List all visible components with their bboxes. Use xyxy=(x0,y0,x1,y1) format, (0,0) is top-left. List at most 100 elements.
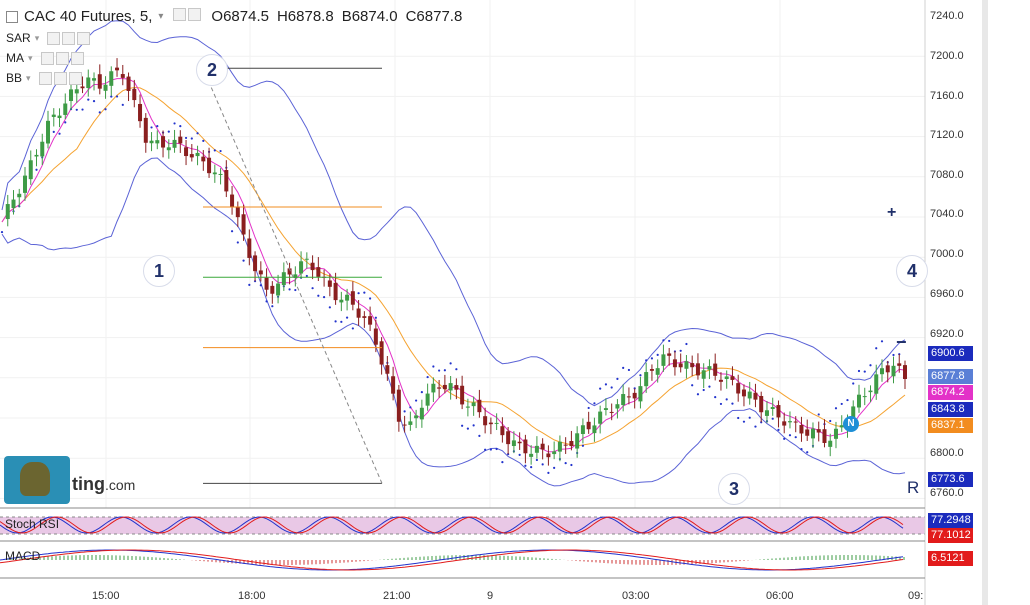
close-icon[interactable] xyxy=(77,31,91,45)
candlesticks xyxy=(5,58,907,466)
sar-dot xyxy=(271,305,274,308)
indicator-sar[interactable]: SAR ▾ xyxy=(6,31,92,45)
sar-dot xyxy=(668,339,671,343)
sar-dot xyxy=(64,121,67,124)
chevron-down-icon[interactable]: ▾ xyxy=(28,52,33,63)
candle-body xyxy=(885,365,890,373)
candle-body xyxy=(356,308,361,318)
price-tag-sar: 6843.8 xyxy=(928,402,973,417)
wave-label-4[interactable]: 4 xyxy=(896,255,928,287)
sar-dot xyxy=(547,471,550,474)
sar-dot xyxy=(357,292,360,295)
wave-label-1[interactable]: 1 xyxy=(143,255,175,287)
candle-body xyxy=(580,425,585,435)
fib-trend-line xyxy=(202,68,383,484)
visibility-icon[interactable] xyxy=(173,8,187,21)
candle-body xyxy=(724,376,729,380)
sar-dot xyxy=(484,448,487,451)
candle-body xyxy=(552,451,557,455)
sar-dot xyxy=(587,406,590,410)
candle-body xyxy=(264,277,269,290)
settings-icon[interactable] xyxy=(55,51,69,65)
sar-dot xyxy=(731,402,734,405)
chevron-down-icon[interactable]: ▾ xyxy=(34,32,40,43)
candle-body xyxy=(517,441,522,444)
candle-body xyxy=(690,363,695,368)
visibility-icon[interactable] xyxy=(40,51,54,65)
visibility-icon[interactable] xyxy=(47,31,61,45)
candle-body xyxy=(454,385,459,390)
sar-dot xyxy=(167,130,170,133)
candle-body xyxy=(730,376,735,380)
sar-dot xyxy=(104,108,107,111)
collapse-icon[interactable] xyxy=(6,10,18,23)
sar-dot xyxy=(466,427,469,430)
candle-body xyxy=(500,426,505,436)
sar-dot xyxy=(610,386,613,389)
candle-body xyxy=(201,156,206,162)
reset-button[interactable]: R xyxy=(907,478,920,497)
candle-body xyxy=(391,376,396,394)
settings-icon[interactable] xyxy=(53,71,67,85)
candle-body xyxy=(155,140,160,144)
candle-body xyxy=(598,411,603,424)
candle-body xyxy=(695,363,700,376)
candle-body xyxy=(897,363,902,366)
sar-dot xyxy=(748,416,751,419)
wave-label-3[interactable]: 3 xyxy=(718,473,750,505)
indicator-label: SAR xyxy=(6,31,31,45)
sar-dot xyxy=(806,451,809,454)
candle-body xyxy=(586,421,591,430)
indicator-panels xyxy=(0,516,925,571)
close-icon[interactable] xyxy=(68,71,82,85)
stoch-rsi-label[interactable]: Stoch RSI xyxy=(5,517,60,531)
sar-dot xyxy=(857,369,861,373)
candle-body xyxy=(879,368,884,375)
candle-body xyxy=(189,154,194,158)
settings-icon[interactable] xyxy=(62,31,76,45)
candle-body xyxy=(891,365,896,377)
sar-dot xyxy=(0,230,4,234)
sar-dot xyxy=(156,124,159,128)
chevron-down-icon[interactable]: ▾ xyxy=(26,72,31,83)
candle-body xyxy=(575,433,580,449)
zoom-in-button[interactable]: + xyxy=(887,204,897,221)
sar-dot xyxy=(892,353,895,357)
sar-dot xyxy=(322,296,326,299)
candle-body xyxy=(402,424,407,426)
wave-label-2[interactable]: 2 xyxy=(196,54,228,86)
sar-dot xyxy=(535,458,538,462)
candle-body xyxy=(741,389,746,397)
candle-body xyxy=(678,363,683,368)
visibility-icon[interactable] xyxy=(38,71,52,85)
candle-body xyxy=(494,422,499,424)
indicator-bb[interactable]: BB ▾ xyxy=(6,71,84,85)
macd-label[interactable]: MACD xyxy=(5,549,41,563)
candle-body xyxy=(161,136,166,148)
candle-body xyxy=(126,76,131,91)
candle-body xyxy=(718,379,723,382)
indicator-ma[interactable]: MA ▾ xyxy=(6,51,86,65)
zoom-out-button[interactable]: − xyxy=(896,332,907,352)
candle-body xyxy=(534,445,539,453)
stoch-value-1: 77.2948 xyxy=(928,513,973,528)
symbol-title[interactable]: CAC 40 Futures, 5, xyxy=(24,8,153,25)
dropdown-chevron-icon[interactable]: ▾ xyxy=(158,11,164,22)
sar-dot xyxy=(507,453,510,456)
candle-body xyxy=(448,383,453,391)
candle-body xyxy=(557,441,562,452)
close-icon[interactable] xyxy=(70,51,84,65)
candle-body xyxy=(822,429,827,443)
sar-dot xyxy=(627,368,631,372)
settings-icon[interactable] xyxy=(188,8,202,21)
candle-body xyxy=(546,453,551,458)
candle-body xyxy=(115,67,120,71)
sar-dot xyxy=(788,434,792,437)
candle-body xyxy=(299,261,304,274)
candle-body xyxy=(178,136,183,144)
news-marker[interactable]: N xyxy=(843,416,859,432)
candle-body xyxy=(57,115,62,119)
sar-dot xyxy=(121,103,124,106)
candle-body xyxy=(281,272,286,286)
